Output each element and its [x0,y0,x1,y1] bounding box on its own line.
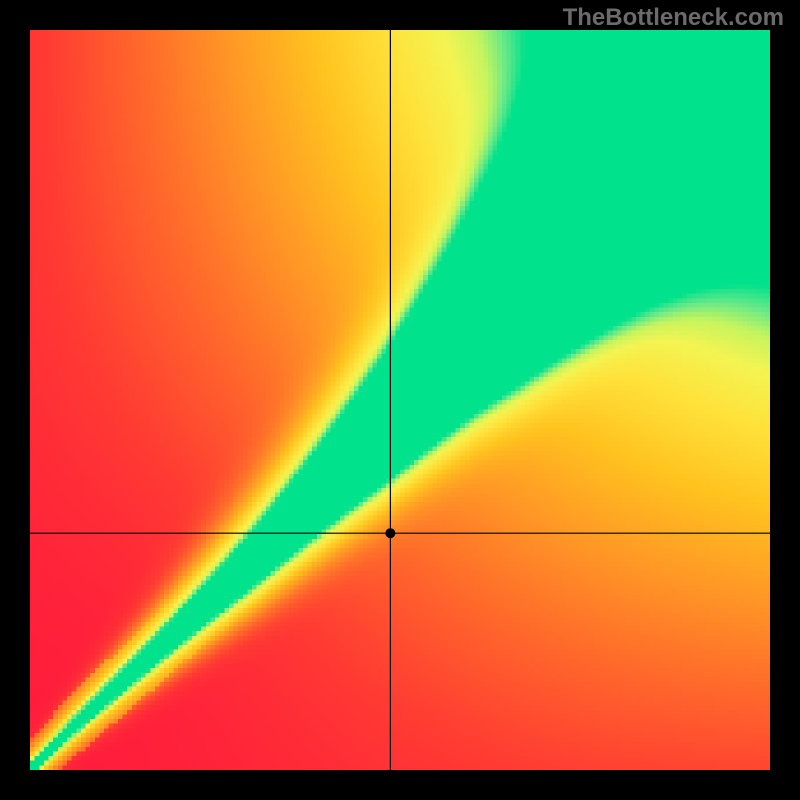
watermark-text: TheBottleneck.com [563,4,784,32]
bottleneck-heatmap [30,30,770,770]
chart-container: TheBottleneck.com [0,0,800,800]
